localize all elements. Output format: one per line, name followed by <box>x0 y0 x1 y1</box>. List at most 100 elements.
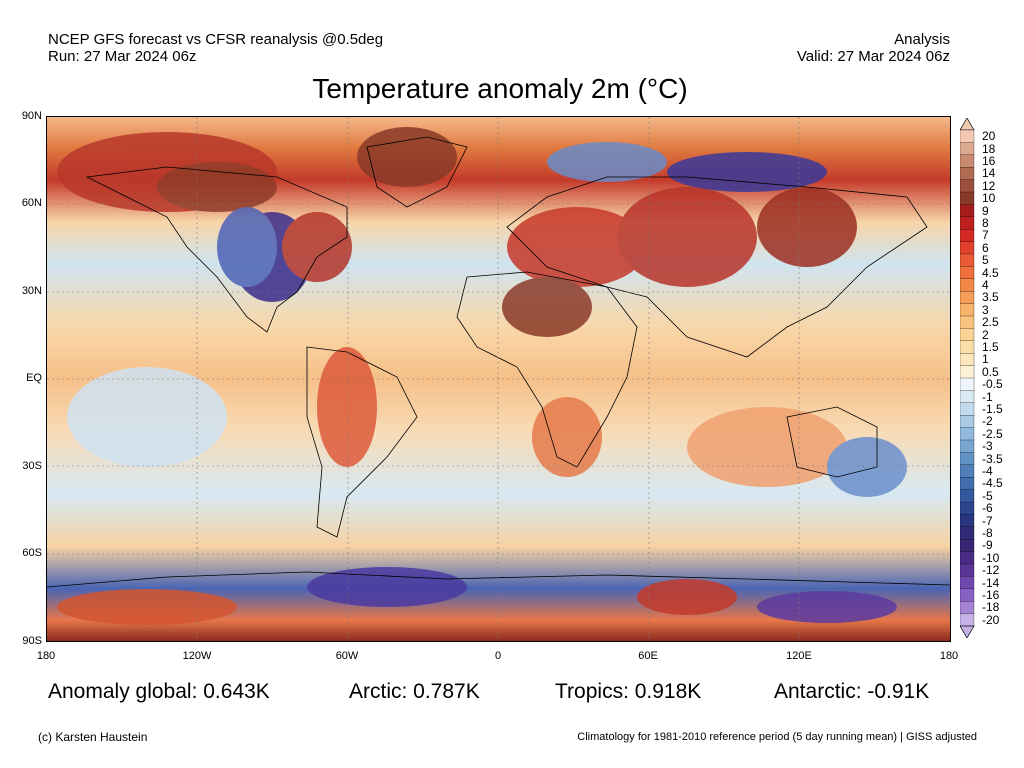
valid-time: Valid: 27 Mar 2024 06z <box>796 48 950 65</box>
colorbar-swatch <box>960 167 975 181</box>
colorbar-tick-label: -9 <box>982 538 993 553</box>
colorbar-swatch <box>960 129 975 143</box>
lat-label: 90N <box>21 110 42 122</box>
stat-antarctic: Antarctic: -0.91K <box>774 680 930 703</box>
colorbar-tick-label: 2.5 <box>982 315 999 330</box>
colorbar-tick-label: -4.5 <box>982 476 1003 491</box>
colorbar-swatch <box>960 303 975 317</box>
colorbar-tick-label: -7 <box>982 513 993 528</box>
header-right: Analysis Valid: 27 Mar 2024 06z <box>797 31 950 65</box>
colorbar-swatch <box>960 402 975 416</box>
colorbar-tick-label: -3 <box>982 439 993 454</box>
colorbar-swatch <box>960 452 975 466</box>
colorbar-swatch <box>960 501 975 515</box>
lon-label: 120W <box>182 650 212 662</box>
graticule <box>47 117 950 641</box>
colorbar-tick-label: -20 <box>982 612 1000 627</box>
stat-global: Anomaly global: 0.643K <box>48 680 270 703</box>
colorbar-tick-label: 7 <box>982 228 989 243</box>
colorbar-tick-label: -5 <box>982 488 993 503</box>
colorbar-swatch <box>960 204 975 218</box>
colorbar-swatch <box>960 539 975 553</box>
colorbar-swatch <box>960 340 975 354</box>
south-america-outline <box>306 346 418 538</box>
header-left: NCEP GFS forecast vs CFSR reanalysis @0.… <box>48 31 383 65</box>
colorbar-tick-label: -1.5 <box>982 402 1003 416</box>
colorbar-tick-label: -0.5 <box>982 377 1003 392</box>
colorbar-tick-label: -10 <box>982 550 1000 565</box>
colorbar-swatch <box>960 154 975 168</box>
colorbar-tick-label: 4.5 <box>982 265 999 280</box>
colorbar-swatch <box>960 576 975 590</box>
colorbar-swatch <box>960 390 975 404</box>
colorbar-swatch <box>960 415 975 429</box>
colorbar-swatch <box>960 477 975 491</box>
analysis-label: Analysis <box>894 31 950 48</box>
colorbar-swatch <box>960 229 975 243</box>
colorbar-tick-label: 9 <box>982 203 989 218</box>
colorbar-swatch <box>960 179 975 193</box>
temperature-anomaly-map <box>46 116 951 642</box>
colorbar-swatch <box>960 328 975 342</box>
colorbar-swatch <box>960 551 975 565</box>
colorbar-tick-label: 3 <box>982 302 989 317</box>
colorbar-tick-label: -14 <box>982 575 1000 590</box>
colorbar-tick-label: 6 <box>982 240 989 255</box>
colorbar-tick-label: -2 <box>982 414 993 429</box>
colorbar-swatch <box>960 588 975 602</box>
lat-label: 30N <box>21 285 42 297</box>
colorbar-swatch <box>960 216 975 230</box>
colorbar-swatch <box>960 365 975 379</box>
copyright: (c) Karsten Haustein <box>38 730 148 744</box>
colorbar-swatch <box>960 241 975 255</box>
colorbar-min-arrow <box>960 625 975 638</box>
run-time: Run: 27 Mar 2024 06z <box>48 48 197 65</box>
colorbar-tick-label: 10 <box>982 191 996 206</box>
lon-label: 180 <box>36 650 56 662</box>
colorbar-tick-label: -6 <box>982 501 993 516</box>
colorbar-tick-label: -1 <box>982 389 993 404</box>
map-graphic <box>47 117 950 641</box>
colorbar-tick-label: 0.5 <box>982 364 999 379</box>
model-description: NCEP GFS forecast vs CFSR reanalysis @0.… <box>48 31 384 48</box>
climatology-note: Climatology for 1981-2010 reference peri… <box>577 731 977 743</box>
australia-outline <box>786 406 878 478</box>
colorbar-tick-label: -18 <box>982 600 1000 615</box>
colorbar-tick-label: 18 <box>982 141 996 156</box>
colorbar-swatch <box>960 191 975 205</box>
colorbar-tick-label: 16 <box>982 154 996 168</box>
colorbar-swatch <box>960 315 975 329</box>
lat-label: 30S <box>22 460 42 472</box>
colorbar-swatch <box>960 489 975 503</box>
lon-label: 180 <box>939 650 959 662</box>
colorbar-swatch <box>960 266 975 280</box>
colorbar-swatch <box>960 377 975 391</box>
colorbar-tick-label: 8 <box>982 216 989 230</box>
colorbar-tick-label: 2 <box>982 327 989 342</box>
lon-label: 60E <box>638 650 658 662</box>
colorbar-tick-label: 3.5 <box>982 290 999 305</box>
antarctica-coast <box>47 571 950 588</box>
north-america-outline <box>85 166 348 333</box>
colorbar-swatch <box>960 613 975 627</box>
colorbar-swatch <box>960 563 975 577</box>
colorbar-tick-label: 4 <box>982 278 989 292</box>
colorbar-tick-label: 1.5 <box>982 340 999 354</box>
colorbar-swatch <box>960 353 975 367</box>
colorbar-tick-label: -2.5 <box>982 426 1003 441</box>
colorbar-max-arrow <box>960 118 975 131</box>
colorbar-swatch <box>960 464 975 478</box>
colorbar-tick-label: 14 <box>982 166 996 181</box>
colorbar-swatch <box>960 514 975 528</box>
colorbar-tick-label: -3.5 <box>982 451 1003 466</box>
anomaly-field <box>57 127 907 625</box>
colorbar-tick-label: -12 <box>982 563 1000 578</box>
greenland-outline <box>366 136 468 208</box>
stats-row: Anomaly global: 0.643K Arctic: 0.787K Tr… <box>0 680 1024 708</box>
stat-tropics: Tropics: 0.918K <box>555 680 702 703</box>
colorbar-swatch <box>960 526 975 540</box>
colorbar <box>960 118 975 638</box>
colorbar-tick-label: 20 <box>982 129 996 144</box>
colorbar-swatch <box>960 278 975 292</box>
lon-label: 60W <box>335 650 359 662</box>
